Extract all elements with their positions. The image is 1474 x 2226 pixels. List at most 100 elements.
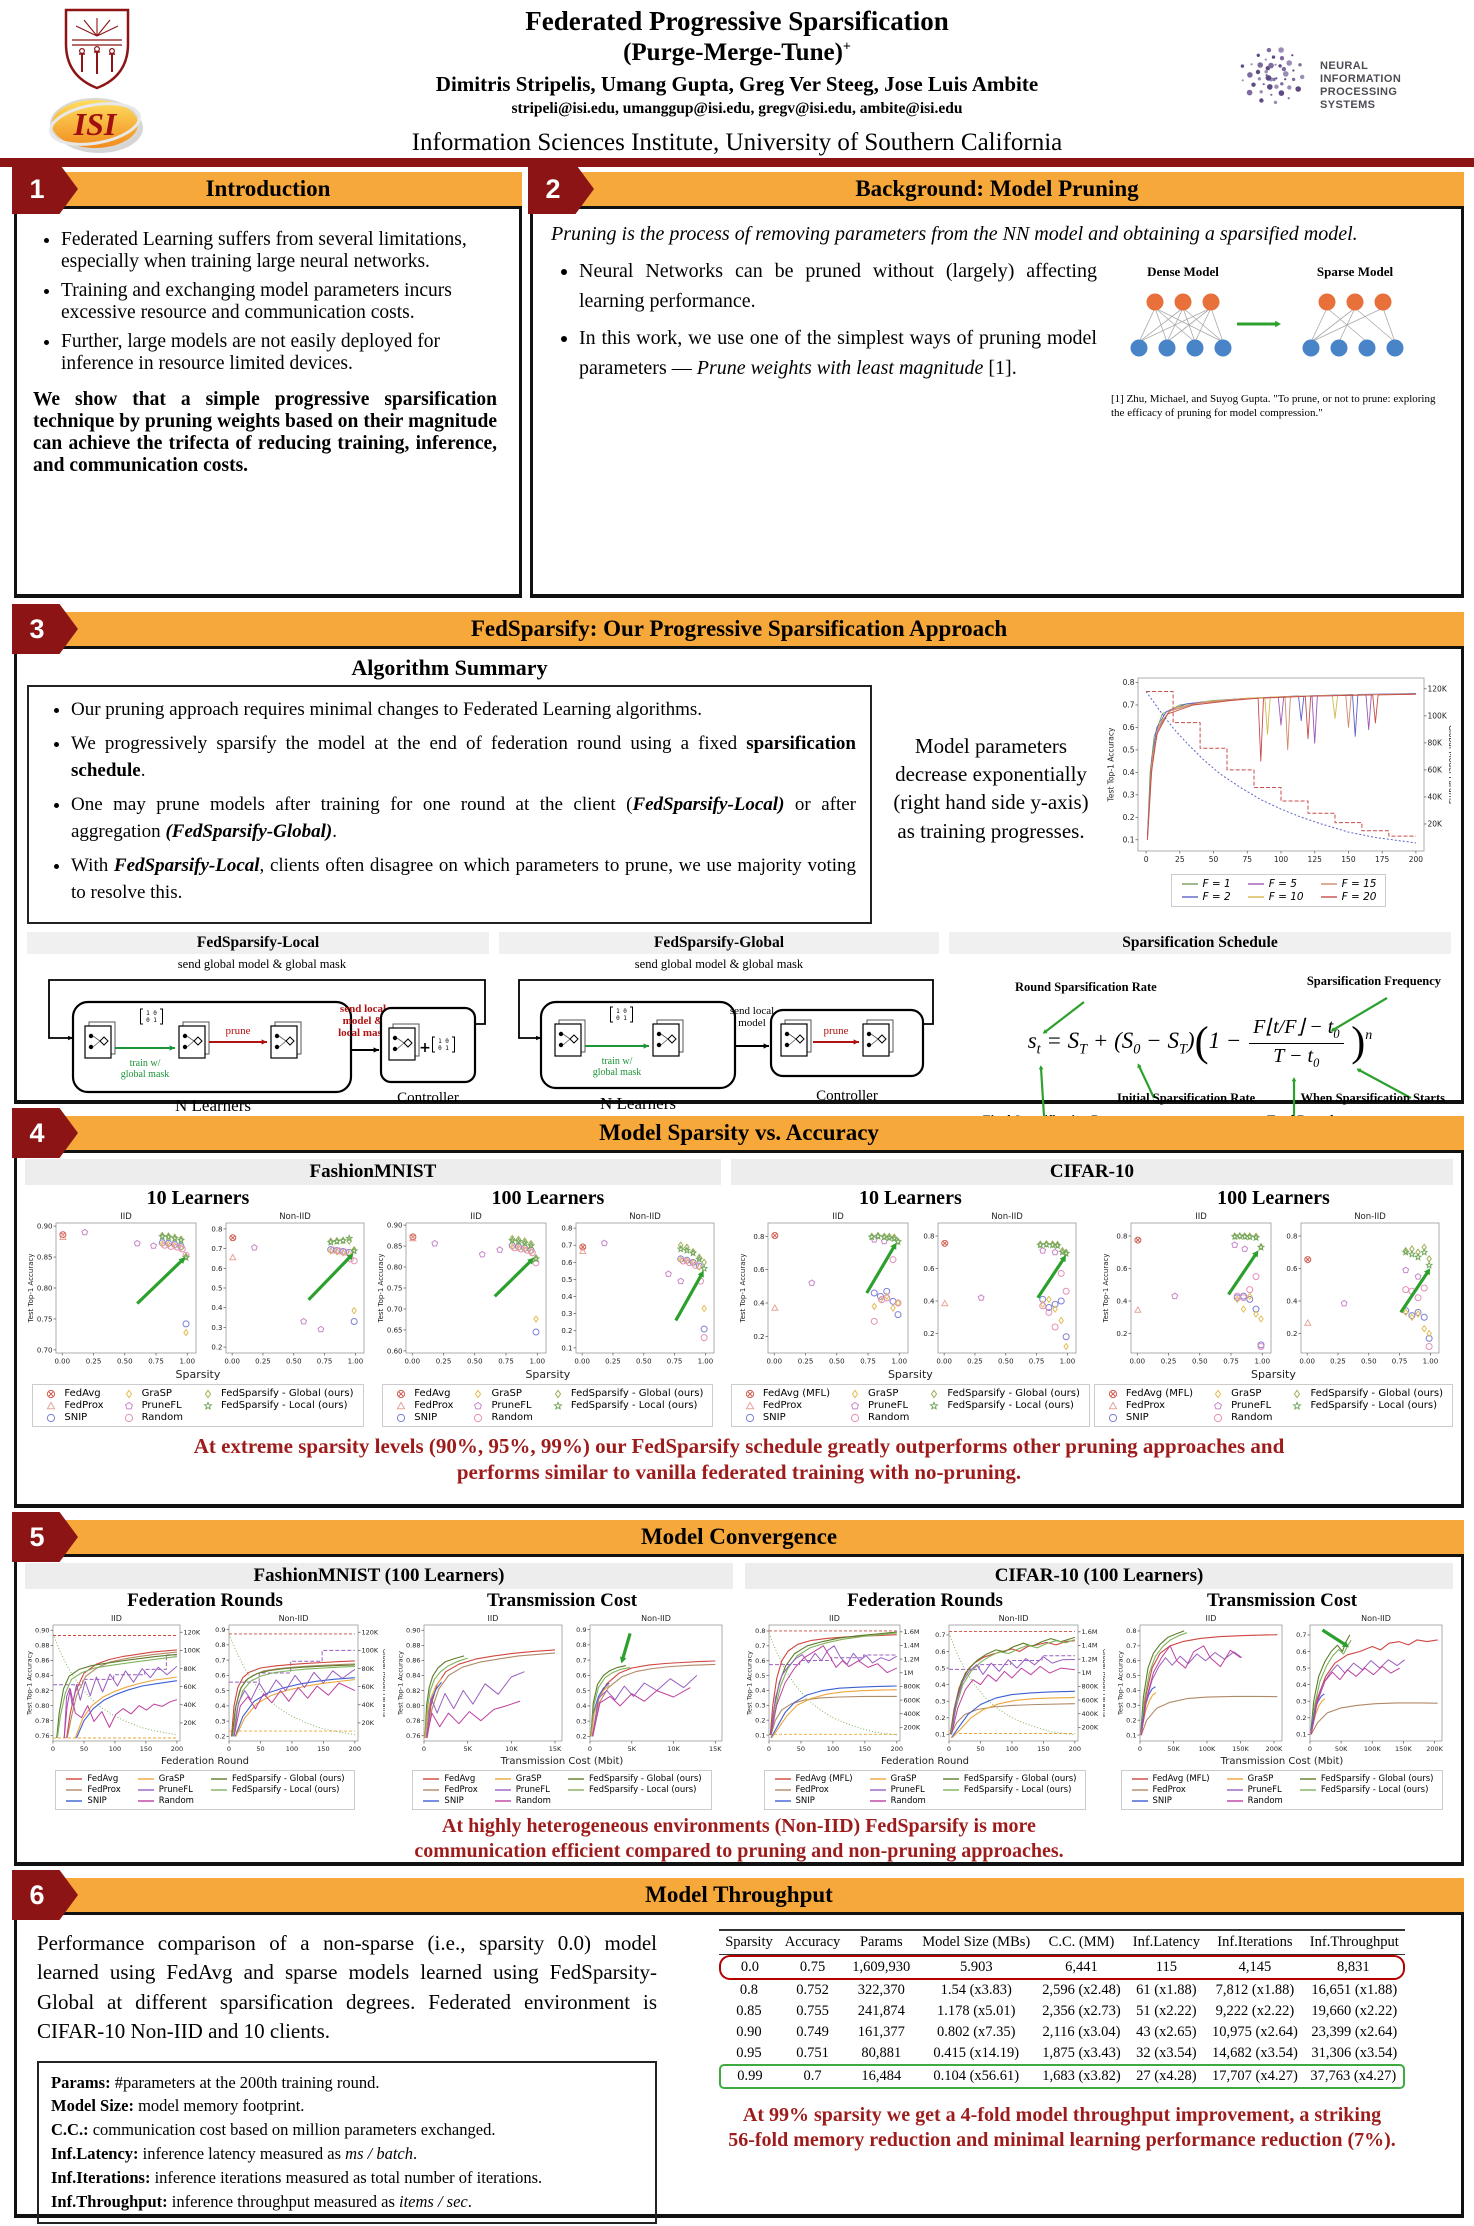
svg-text:0: 0 [422, 1745, 426, 1753]
svg-text:0.7: 0.7 [755, 1642, 765, 1650]
svg-text:0.7: 0.7 [211, 1245, 222, 1253]
svg-text:0.5: 0.5 [215, 1687, 225, 1695]
svg-text:0.2: 0.2 [1123, 813, 1135, 822]
svg-text:Non-IID: Non-IID [999, 1614, 1029, 1623]
section-5-title: Model Convergence [640, 1524, 838, 1549]
svg-text:120K: 120K [184, 1629, 201, 1637]
cf-100l-iid-scatter: 0.00 0.25 0.50 0.75 1.00 0.2 0.4 0.6 0.8 IID Test … [1102, 1212, 1272, 1366]
svg-text:0.84: 0.84 [35, 1672, 49, 1680]
algorithm-bullets: Our pruning approach requires minimal ch… [43, 697, 856, 907]
svg-text:0: 0 [1144, 855, 1149, 864]
svg-text:0.84: 0.84 [406, 1672, 420, 1680]
svg-text:Test Top-1 Accuracy: Test Top-1 Accuracy [746, 1651, 754, 1716]
svg-text:0.80: 0.80 [35, 1702, 49, 1710]
params-decay-block: Model parameters decrease exponentially … [882, 653, 1456, 924]
svg-text:75: 75 [1243, 855, 1253, 864]
svg-text:ISI: ISI [73, 106, 118, 142]
svg-text:0.00: 0.00 [224, 1358, 240, 1366]
svg-text:IID: IID [470, 1212, 482, 1222]
definition-line: C.C.: communication cost based on millio… [51, 2120, 496, 2140]
poster-subtitle: (Purge-Merge-Tune)+ [623, 39, 851, 66]
fm-federation-rounds: Federation Rounds 0 50 100 150 200 0.76 0.78 0.… [25, 1589, 385, 1810]
svg-text:200: 200 [891, 1745, 903, 1753]
svg-text:150: 150 [859, 1745, 871, 1753]
svg-text:1.00: 1.00 [1060, 1358, 1076, 1366]
svg-text:model: model [738, 1017, 766, 1029]
svg-text:prune: prune [823, 1025, 848, 1037]
sparsity-xlabel: Sparsity [887, 1368, 933, 1381]
svg-text:0.4: 0.4 [755, 1687, 765, 1695]
table-row: 0.8 0.752 322,370 1.54 (x3.83) 2,596 (x2.48)… [739, 1982, 1398, 1998]
svg-text:0: 0 [1308, 1745, 1312, 1753]
svg-text:N Learners: N Learners [600, 1094, 676, 1113]
fr-xlabel: Federation Round [880, 1756, 970, 1767]
svg-text:0.50: 0.50 [998, 1358, 1014, 1366]
sparsity-xlabel: Sparsity [1251, 1368, 1296, 1381]
svg-text:1.4M: 1.4M [1082, 1642, 1098, 1650]
svg-text:0.9: 0.9 [215, 1626, 225, 1634]
svg-text:Test Top-1 Accuracy: Test Top-1 Accuracy [739, 1254, 747, 1324]
svg-text:Global Model Params: Global Model Params [381, 1649, 385, 1718]
section-sparsity-accuracy: 4 Model Sparsity vs. Accuracy FashionMNI… [12, 1108, 1464, 1508]
svg-text:0.25: 0.25 [798, 1358, 814, 1366]
throughput-table: Sparsity Accuracy Params Model Size (MBs) C.… [683, 1929, 1441, 2089]
svg-text:200K: 200K [1082, 1724, 1099, 1732]
legend-item: FedSparsify - Local (ours) [925, 1400, 1080, 1411]
svg-text:150: 150 [1037, 1745, 1049, 1753]
svg-text:1.00: 1.00 [892, 1358, 908, 1366]
authors: Dimitris Stripelis, Umang Gupta, Greg Ve… [435, 72, 1039, 96]
svg-text:0.25: 0.25 [968, 1358, 984, 1366]
algorithm-summary-block: Algorithm Summary Our pruning approach r… [27, 653, 872, 924]
svg-text:Test Top-1 Accuracy: Test Top-1 Accuracy [1107, 727, 1116, 802]
svg-text:0.3: 0.3 [935, 1698, 945, 1706]
svg-text:0.2: 0.2 [1117, 1330, 1128, 1338]
svg-text:1.2M: 1.2M [1082, 1655, 1098, 1663]
svg-text:0.8: 0.8 [215, 1641, 225, 1649]
svg-text:0.1: 0.1 [1126, 1731, 1136, 1739]
svg-text:global mask: global mask [121, 1069, 170, 1080]
bullet-item: We progressively sparsify the model at t… [71, 731, 856, 785]
bullet-item: Training and exchanging model parameters… [61, 280, 497, 324]
fm-10l-legend: FedAvg FedProx SNIP GraSP PruneFL Random FedSp… [32, 1384, 364, 1427]
legend-item: FedProx [1104, 1400, 1193, 1411]
svg-text:0.4: 0.4 [1117, 1297, 1129, 1305]
svg-text:send local: send local [340, 1003, 386, 1015]
legend-item: GraSP [1226, 1774, 1274, 1784]
svg-text:0.6: 0.6 [211, 1265, 223, 1273]
fedsparsify-global-panel: FedSparsify-Global send global model & g… [499, 931, 939, 1132]
svg-text:0.2: 0.2 [755, 1716, 765, 1724]
svg-text:0.2: 0.2 [924, 1330, 935, 1338]
fm-10l-noniid-scatter: 0.00 0.25 0.50 0.75 1.00 0.2 0.3 0.4 0.5 0.6 0.7 0.… [211, 1212, 365, 1366]
svg-text:train w/: train w/ [602, 1056, 633, 1067]
legend-item: FedAvg [392, 1388, 453, 1399]
svg-text:40K: 40K [1428, 792, 1444, 801]
svg-text:0.50: 0.50 [1192, 1358, 1208, 1366]
neurips-dots-icon [1240, 47, 1305, 105]
svg-text:0.00: 0.00 [767, 1358, 783, 1366]
svg-text:0.50: 0.50 [636, 1358, 652, 1366]
svg-text:100: 100 [1006, 1745, 1018, 1753]
pruning-figure-column: Dense Model Sparse Model [1] Zhu, Michael… [1111, 256, 1441, 421]
svg-text:0.7: 0.7 [1296, 1631, 1306, 1639]
svg-text:0.8: 0.8 [561, 1225, 572, 1233]
svg-text:0.90: 0.90 [387, 1222, 403, 1230]
legend-item: FedAvg (MFL) [774, 1774, 853, 1784]
fm-fr-legend: FedAvg FedProx SNIP GraSP PruneFL Random FedSp… [55, 1770, 355, 1810]
svg-text:100K: 100K [184, 1647, 201, 1655]
svg-text:80K: 80K [1428, 738, 1444, 747]
sub-title: Transmission Cost [486, 1590, 638, 1611]
cf-fr-noniid-line: 0 50 100 150 200 0.1 0.2 0.3 0.4 0.5 0.6 0.7 200K 400… [935, 1614, 1105, 1753]
legend-item: FedAvg (MFL) [741, 1388, 830, 1399]
svg-text:0.4: 0.4 [1126, 1687, 1136, 1695]
cf-transmission-cost: Transmission Cost 0 50K 100K 150K 200K 0.1 0.2… [1111, 1589, 1453, 1810]
cf-tc-noniid-line: 0 50K 100K 150K 200K 0.1 0.2 0.3 0.4 0.5 0.6 0.7 Non… [1296, 1614, 1443, 1753]
definition-line: Model Size: model memory footprint. [51, 2096, 305, 2116]
svg-text:0.65: 0.65 [387, 1326, 403, 1334]
svg-text:0.75: 0.75 [317, 1358, 333, 1366]
svg-text:0.75: 0.75 [148, 1358, 164, 1366]
svg-text:0.00: 0.00 [404, 1358, 420, 1366]
table-header-cell: Inf.Throughput [1303, 1929, 1405, 1955]
svg-text:0.2: 0.2 [1296, 1714, 1306, 1722]
section-1-body: Federated Learning suffers from several … [14, 206, 522, 598]
